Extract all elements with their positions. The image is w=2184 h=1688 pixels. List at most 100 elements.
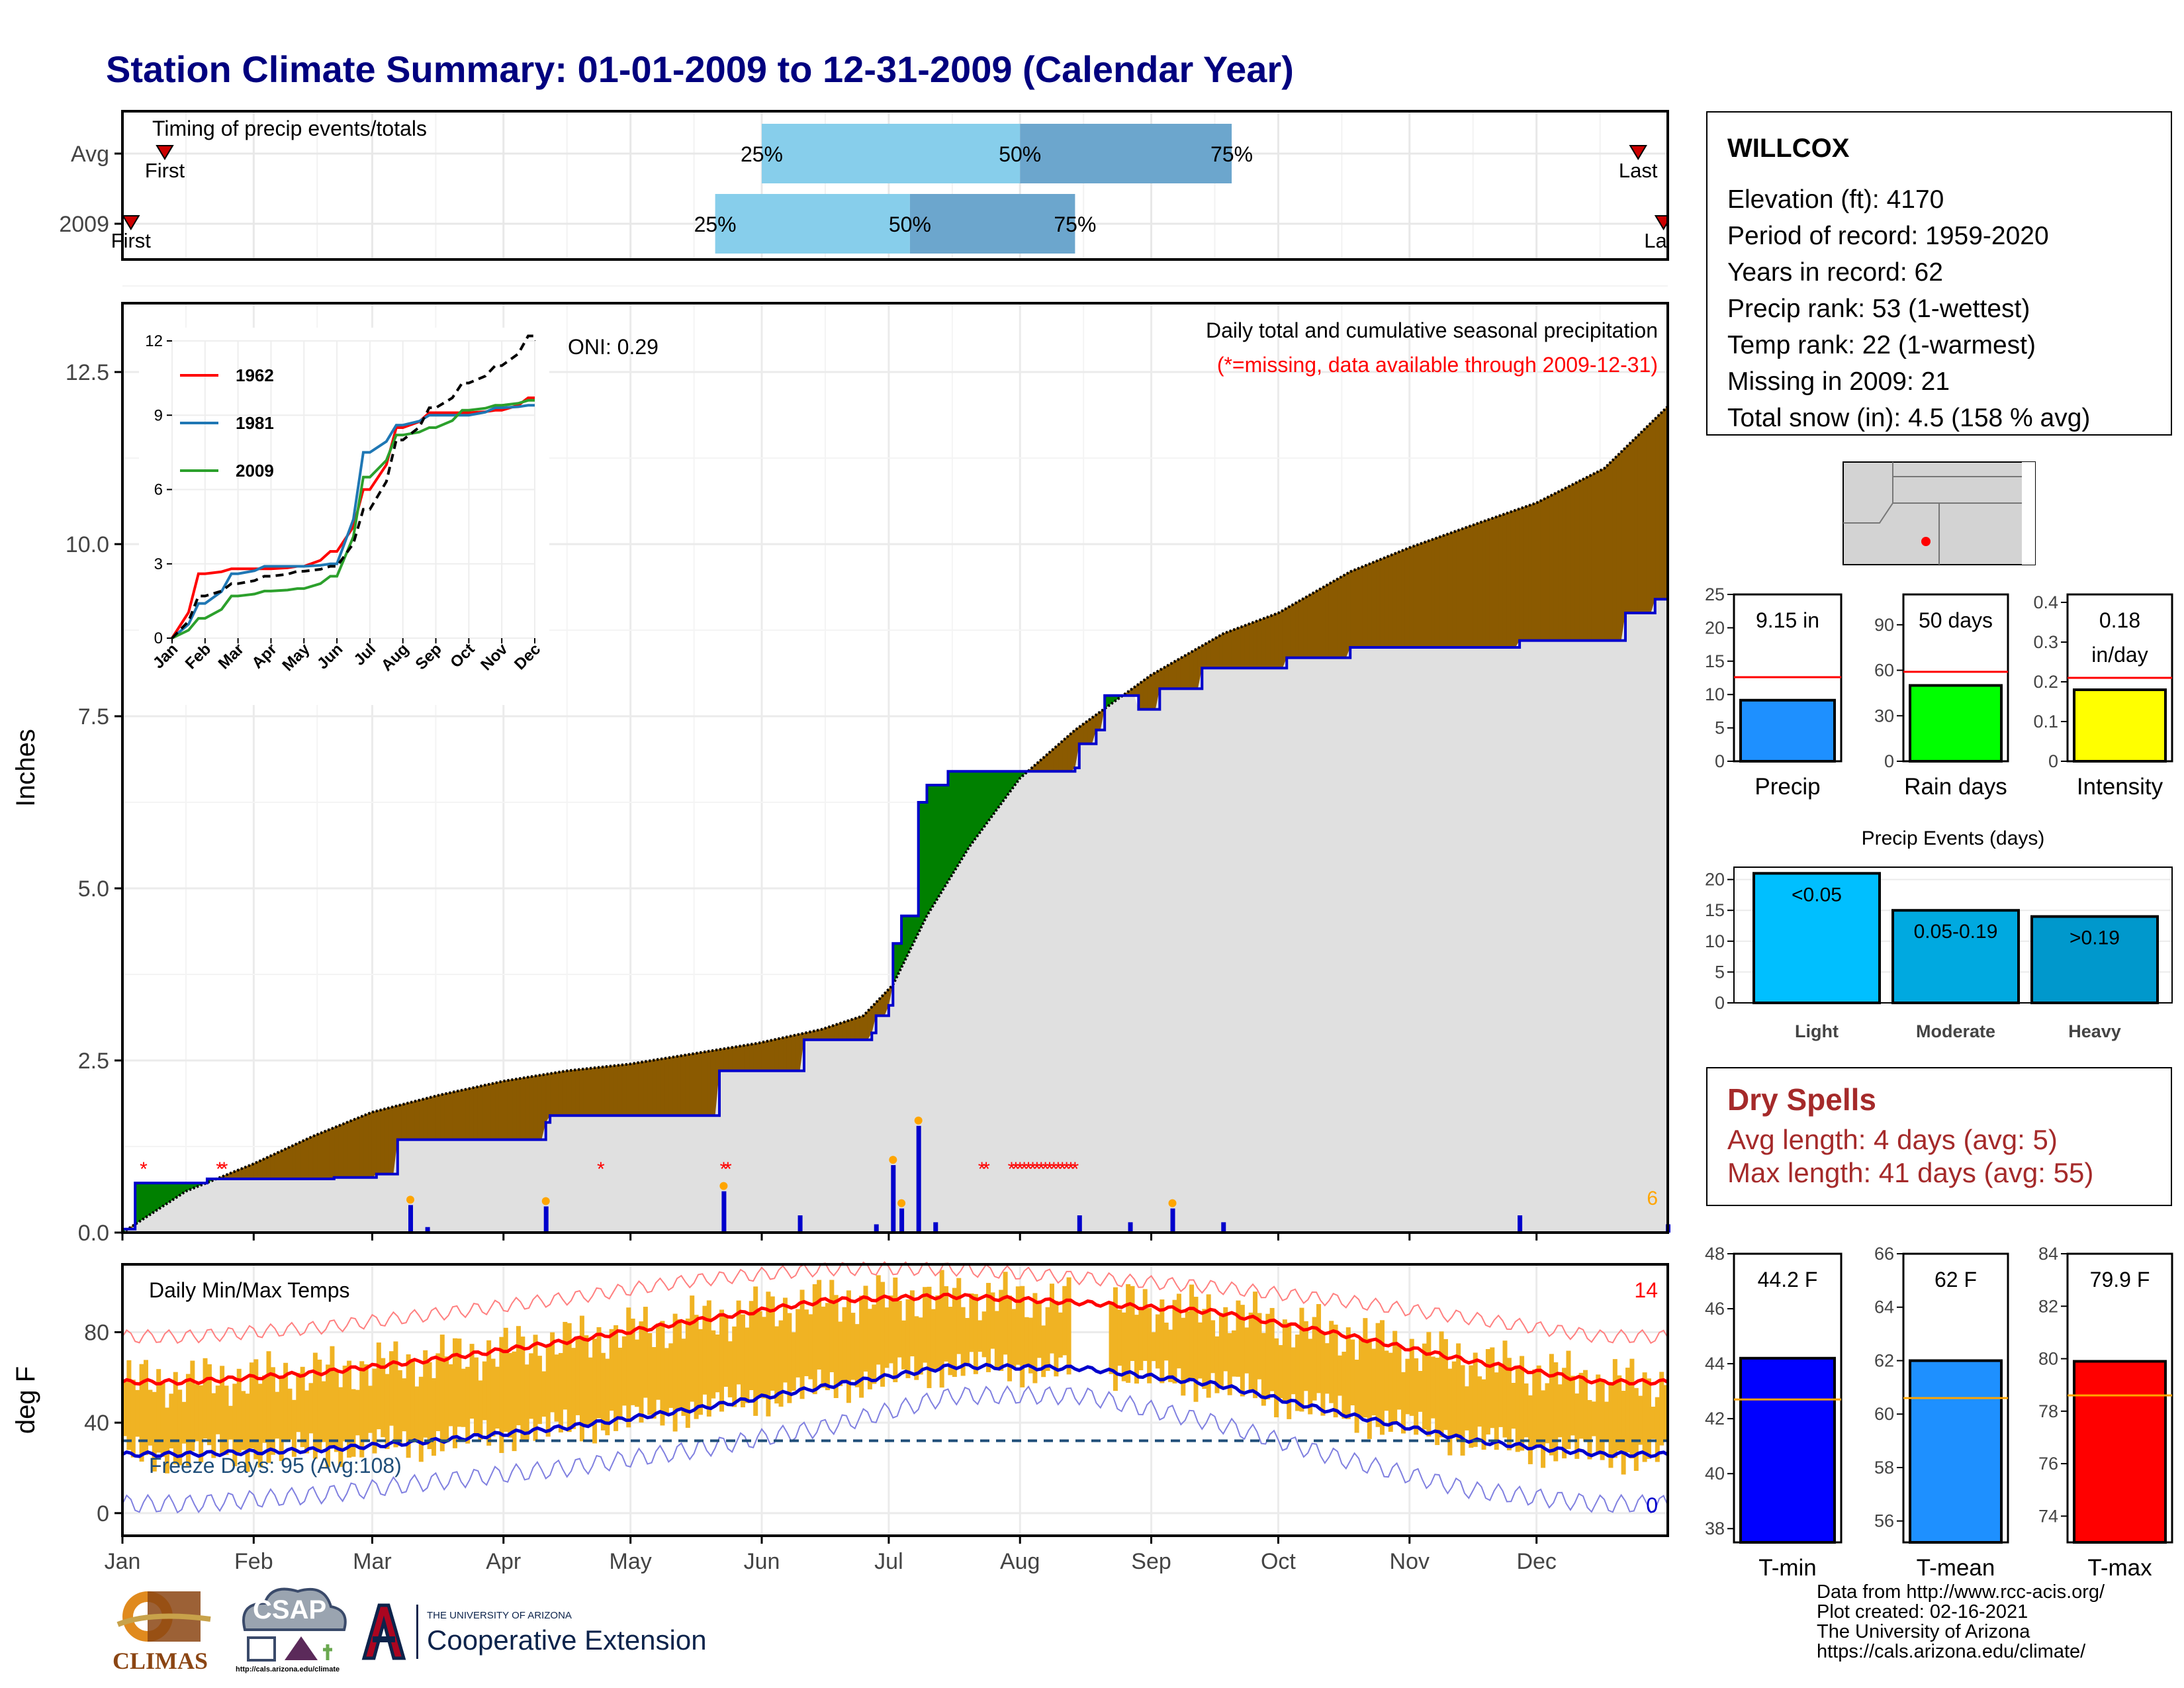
temps-daily-bar [719, 1309, 725, 1412]
precip-diff-above [638, 1061, 644, 1116]
timing-last-marker [1629, 145, 1647, 160]
temps-daily-bar [287, 1388, 293, 1440]
temps-daily-bar [1248, 1312, 1253, 1390]
events-ytick-label: 15 [1705, 900, 1725, 920]
temps-daily-bar [1541, 1390, 1546, 1468]
temps-daily-bar [1253, 1291, 1258, 1399]
station-temp-rank: Temp rank: 22 (1-warmest) [1727, 331, 2036, 359]
temps-daily-bar [965, 1317, 970, 1364]
precip-diff-above [694, 1052, 699, 1116]
mini-value-bar [1739, 1356, 1836, 1544]
precip-diff-below [989, 771, 995, 820]
mini-temp-panel: 38 40 42 44 46 48 44.2 F T-min 56 58 60 62 64 66 62 F T… [1705, 1244, 2173, 1581]
mini-ytick-label: 56 [1874, 1511, 1894, 1531]
ua-logo-small-text: THE UNIVERSITY OF ARIZONA [427, 1610, 572, 1621]
temps-daily-bar [148, 1389, 153, 1446]
temps-daily-bar [177, 1389, 183, 1466]
mini-ytick-label: 66 [1874, 1244, 1894, 1264]
temps-daily-bar [368, 1385, 373, 1433]
precip-diff-above [1388, 553, 1393, 648]
precip-event-dot [541, 1197, 550, 1205]
precip-diff-above [1277, 610, 1283, 669]
temps-daily-bar [1367, 1338, 1372, 1439]
temps-daily-bar [944, 1286, 949, 1362]
temps-xtick-label: Nov [1390, 1549, 1430, 1574]
precip-diff-above [414, 1100, 420, 1141]
precip-diff-above [270, 1153, 275, 1180]
temps-record-max-line [122, 1261, 1668, 1344]
temps-daily-bar [757, 1311, 762, 1399]
precip-diff-above [731, 1046, 737, 1072]
temps-daily-bar [1502, 1340, 1508, 1438]
precip-diff-above [1447, 532, 1453, 648]
temps-daily-bar [194, 1384, 199, 1442]
temps-daily-bar [1388, 1352, 1393, 1432]
temps-daily-bar [1591, 1401, 1596, 1436]
precip-diff-above [1604, 463, 1609, 641]
precip-diff-above [422, 1098, 428, 1141]
temps-daily-bar [164, 1407, 169, 1474]
temps-daily-bar [1269, 1307, 1275, 1391]
precip-diff-below [952, 771, 957, 876]
temps-daily-bar [465, 1366, 471, 1444]
temps-daily-bar [1333, 1325, 1338, 1418]
temps-daily-bar [833, 1295, 839, 1398]
precip-diff-above [304, 1137, 309, 1180]
precip-diff-above [1422, 541, 1427, 648]
precip-diff-above [1248, 622, 1253, 669]
temps-daily-bar [1405, 1358, 1410, 1415]
temps-daily-bar [563, 1321, 568, 1410]
temps-daily-bar [444, 1356, 449, 1442]
temps-avg-max-line [121, 1292, 1669, 1386]
temps-daily-bar [935, 1295, 940, 1371]
precip-diff-above [1489, 517, 1495, 648]
temps-daily-bar [854, 1324, 860, 1387]
temps-daily-bar [1498, 1364, 1504, 1427]
precip-diff-above [1345, 571, 1351, 659]
temps-daily-bar [473, 1357, 478, 1435]
precip-diff-above [1434, 536, 1440, 648]
timing-last-label: Last [1619, 159, 1658, 182]
temps-daily-bar [1642, 1372, 1647, 1462]
mini-ytick-label: 58 [1874, 1458, 1894, 1477]
temps-daily-bar [1477, 1376, 1482, 1427]
mini-ytick-label: 30 [1874, 706, 1894, 726]
precip-diff-below [943, 784, 948, 890]
precip-oni: ONI: 0.29 [568, 335, 659, 359]
precip-diff-above [367, 1111, 373, 1178]
temps-daily-bar [1172, 1299, 1177, 1383]
temps-record-min-line [122, 1385, 1668, 1514]
precip-diff-above [1553, 491, 1559, 641]
map-state-border [1843, 462, 1893, 524]
temps-daily-bar [1257, 1313, 1262, 1380]
precip-diff-above [486, 1083, 492, 1141]
precip-missing-marker: * [216, 1158, 224, 1180]
precip-diff-above [1646, 422, 1651, 614]
temps-daily-bar [1506, 1358, 1512, 1450]
temps-daily-bar [291, 1399, 296, 1457]
temps-daily-bar [782, 1297, 788, 1383]
temps-daily-bar [156, 1369, 161, 1453]
temps-daily-bar [1045, 1307, 1050, 1371]
temps-daily-bar [981, 1311, 987, 1358]
temps-daily-bar [1663, 1385, 1668, 1440]
precip-diff-above [287, 1145, 293, 1180]
precip-diff-above [625, 1063, 631, 1116]
temps-daily-bar [711, 1330, 716, 1399]
temps-daily-bar [918, 1317, 923, 1375]
temps-daily-bar [1485, 1348, 1490, 1435]
precip-diff-above [596, 1066, 602, 1116]
events-ytick-label: 20 [1705, 870, 1725, 890]
temps-daily-bar [1181, 1317, 1186, 1396]
temps-daily-bar [863, 1286, 868, 1372]
temps-daily-bar [796, 1309, 801, 1378]
temps-daily-bar [829, 1280, 835, 1372]
temps-daily-bar [435, 1353, 441, 1431]
temps-daily-bar [1625, 1368, 1631, 1453]
precip-diff-above [655, 1058, 660, 1116]
precip-missing-marker: * [1067, 1158, 1075, 1180]
temps-freeze-label: Freeze Days: 95 (Avg:108) [149, 1454, 402, 1477]
temps-daily-bar [1015, 1286, 1021, 1365]
temps-daily-bar [190, 1360, 195, 1452]
precip-ytick-label: 12.5 [66, 360, 109, 385]
